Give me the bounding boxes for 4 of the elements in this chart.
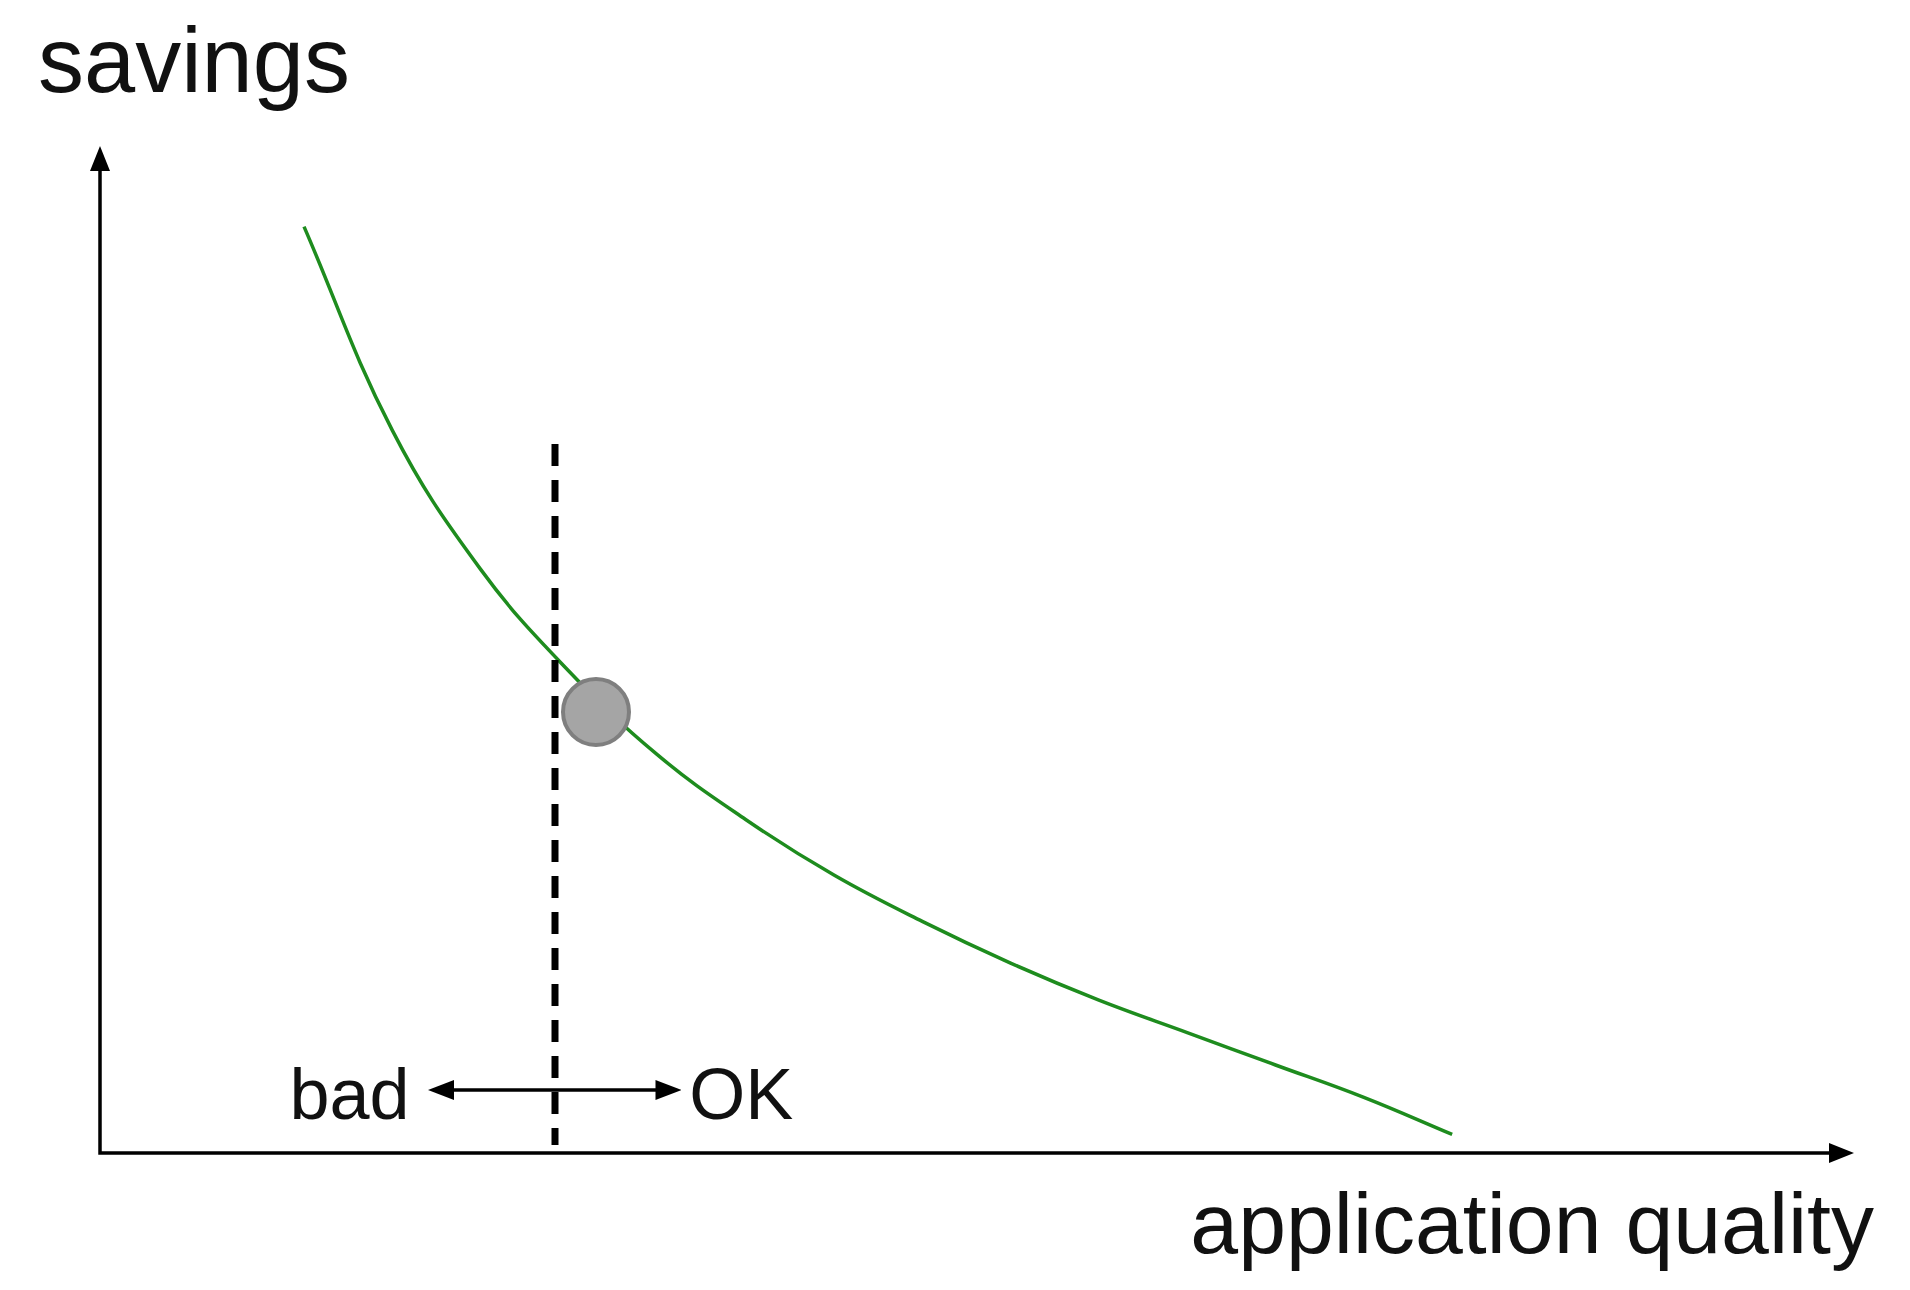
annotation: OK — [689, 1054, 794, 1134]
x-axis-title: application quality — [1190, 1175, 1874, 1271]
y-axis-title: savings — [38, 9, 350, 111]
annotation: bad — [289, 1054, 410, 1134]
